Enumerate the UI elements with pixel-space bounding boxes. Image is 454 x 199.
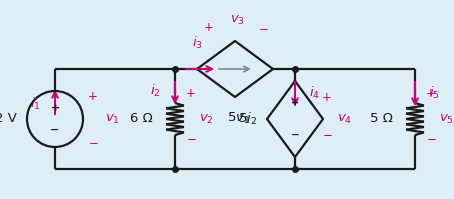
Text: +: + xyxy=(88,91,98,103)
Text: 2 V: 2 V xyxy=(0,112,17,126)
Text: $-$: $-$ xyxy=(322,127,332,140)
Text: $v_5$: $v_5$ xyxy=(439,112,454,126)
Text: 5 Ω: 5 Ω xyxy=(370,112,393,126)
Text: $-$: $-$ xyxy=(88,135,99,147)
Text: −: − xyxy=(291,130,299,140)
Text: −: − xyxy=(50,125,59,135)
Text: $v_2$: $v_2$ xyxy=(199,112,214,126)
Text: $-$: $-$ xyxy=(186,131,196,144)
Text: $v_4$: $v_4$ xyxy=(337,112,352,126)
Text: $v_1$: $v_1$ xyxy=(105,112,120,126)
Text: $-$: $-$ xyxy=(258,21,268,34)
Text: +: + xyxy=(204,21,214,34)
Text: $5i_2$: $5i_2$ xyxy=(238,111,257,127)
Text: $-$: $-$ xyxy=(426,131,436,144)
Text: $5v_1$: $5v_1$ xyxy=(227,111,251,126)
Text: $i_3$: $i_3$ xyxy=(192,35,202,51)
Text: $i_4$: $i_4$ xyxy=(309,85,320,101)
Text: +: + xyxy=(186,87,196,100)
Text: $v_3$: $v_3$ xyxy=(230,14,245,27)
Text: +: + xyxy=(291,98,299,108)
Text: 6 Ω: 6 Ω xyxy=(130,112,153,126)
Text: +: + xyxy=(426,87,436,100)
Text: $i_2$: $i_2$ xyxy=(150,83,161,99)
Text: $i_5$: $i_5$ xyxy=(429,85,439,101)
Text: +: + xyxy=(322,91,332,104)
Text: $i_1$: $i_1$ xyxy=(30,96,41,112)
Text: +: + xyxy=(50,103,59,113)
